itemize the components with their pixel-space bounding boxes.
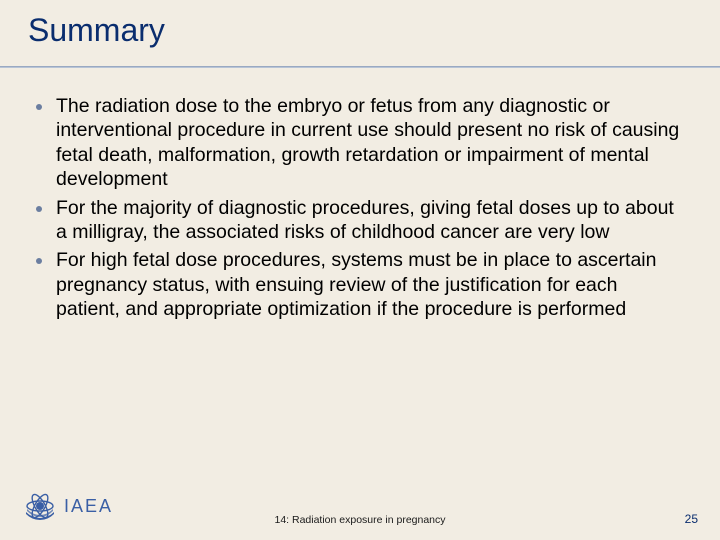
bullet-text: The radiation dose to the embryo or fetu… (56, 94, 684, 192)
bullet-item: For high fetal dose procedures, systems … (36, 248, 684, 321)
bullet-dot-icon (36, 258, 42, 264)
slide-title: Summary (28, 12, 720, 49)
title-area: Summary (0, 0, 720, 68)
org-name: IAEA (64, 496, 113, 517)
footer-subtitle: 14: Radiation exposure in pregnancy (274, 514, 445, 526)
bullet-item: The radiation dose to the embryo or fetu… (36, 94, 684, 192)
iaea-logo-icon (22, 488, 58, 524)
page-number: 25 (685, 512, 698, 526)
bullet-text: For high fetal dose procedures, systems … (56, 248, 684, 321)
content-area: The radiation dose to the embryo or fetu… (0, 68, 720, 321)
logo: IAEA (22, 488, 113, 524)
bullet-text: For the majority of diagnostic procedure… (56, 196, 684, 245)
bullet-item: For the majority of diagnostic procedure… (36, 196, 684, 245)
bullet-dot-icon (36, 206, 42, 212)
bullet-dot-icon (36, 104, 42, 110)
footer: IAEA 14: Radiation exposure in pregnancy… (0, 478, 720, 540)
